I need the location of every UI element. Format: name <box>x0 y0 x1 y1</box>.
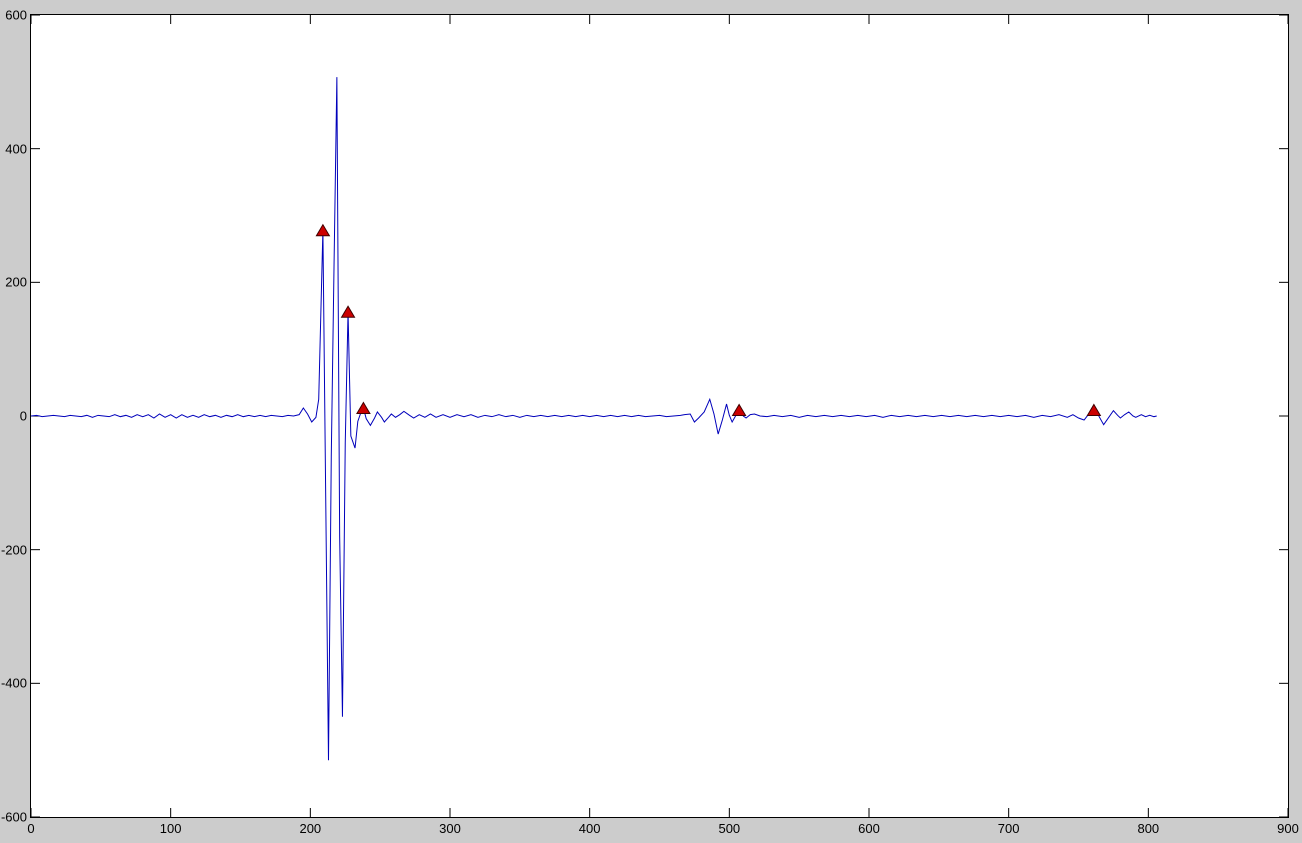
x-tick-label: 300 <box>439 821 461 836</box>
x-tick-label: 700 <box>997 821 1020 836</box>
x-tick-label: 800 <box>1137 821 1160 836</box>
y-tick-label: 200 <box>5 274 27 290</box>
x-tick-label: 600 <box>858 821 880 836</box>
peak-marker-triangle <box>356 401 371 415</box>
x-tick-label: 400 <box>578 821 601 836</box>
x-tick-label: 100 <box>159 821 182 836</box>
peak-marker-triangle <box>731 403 747 417</box>
plot-area[interactable] <box>30 14 1289 818</box>
peak-marker-triangle <box>315 223 331 237</box>
y-tick-label: -600 <box>0 809 27 825</box>
peak-marker-triangle <box>1086 403 1102 417</box>
peak-marker-triangle <box>340 305 356 318</box>
signal-plot-svg <box>31 15 1288 817</box>
x-tick-label: 500 <box>718 821 741 836</box>
y-tick-label: 0 <box>19 408 27 424</box>
y-tick-label: 400 <box>5 141 27 157</box>
y-tick-label: -400 <box>0 675 27 691</box>
x-tick-label: 900 <box>1277 821 1299 836</box>
y-tick-label: -200 <box>0 542 27 558</box>
signal-line <box>31 77 1157 761</box>
x-tick-label: 200 <box>299 821 322 836</box>
y-tick-label: 600 <box>5 7 27 23</box>
x-tick-label: 0 <box>27 821 35 836</box>
